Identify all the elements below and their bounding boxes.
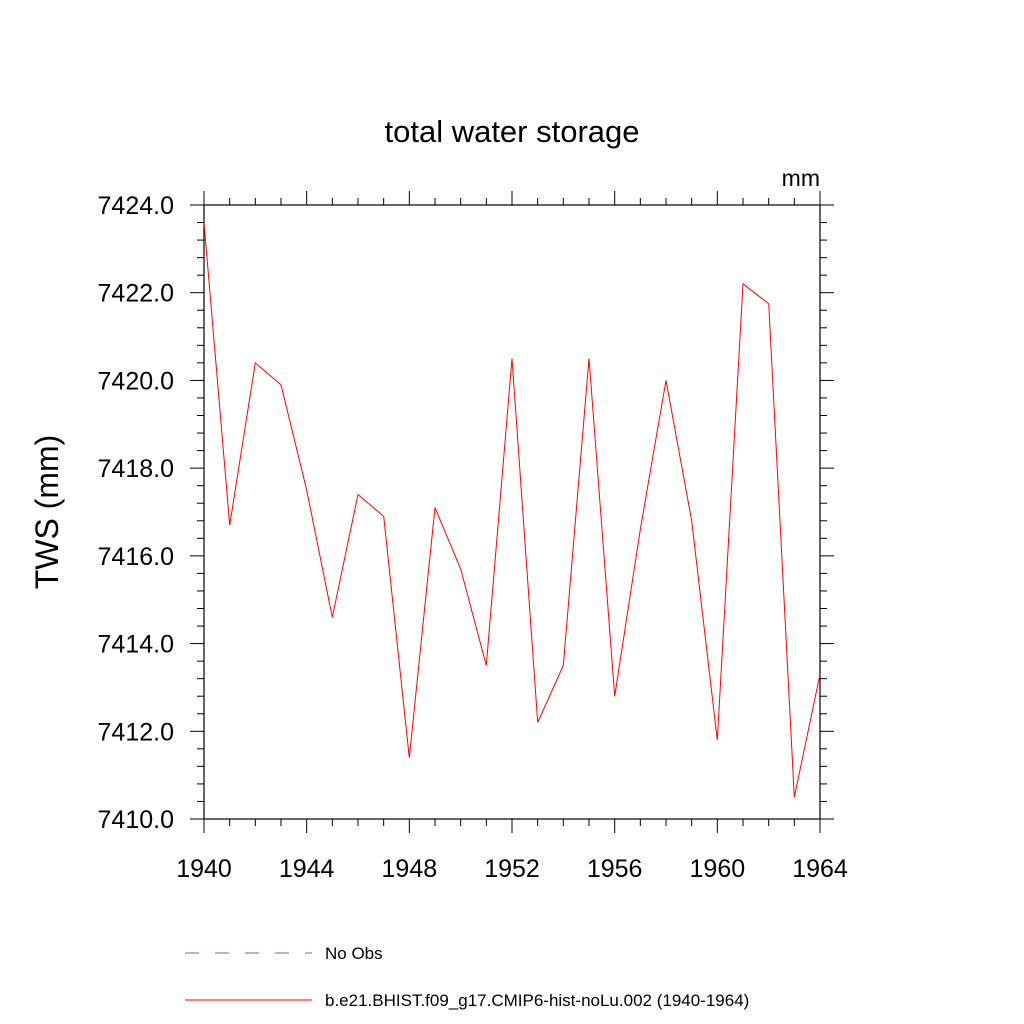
x-tick-label: 1964 [792,855,848,883]
legend-label: b.e21.BHIST.f09_g17.CMIP6-hist-noLu.002 … [325,991,749,1010]
x-tick-label: 1944 [279,855,335,883]
series-line [203,222,821,798]
x-tick-label: 1948 [382,855,438,883]
plot-frame [203,204,821,820]
legend: No Obs b.e21.BHIST.f09_g17.CMIP6-hist-noL… [185,944,749,1010]
y-tick-label: 7414.0 [98,631,174,659]
chart-title: total water storage [384,114,639,149]
axes: 1940 1944 1948 1952 1956 1960 1964 7410.0 7412.0… [98,191,848,883]
y-axis-label: TWS (mm) [29,435,65,590]
y-tick-label: 7416.0 [98,543,174,571]
x-tick-label: 1956 [587,855,643,883]
y-tick-label: 7412.0 [98,718,174,746]
series-layer [203,222,821,798]
x-tick-label: 1952 [484,855,540,883]
y-tick-label: 7424.0 [98,192,174,220]
x-tick-label: 1960 [690,855,746,883]
y-tick-label: 7418.0 [98,455,174,483]
y-tick-label: 7410.0 [98,806,174,834]
y-tick-label: 7422.0 [98,280,174,308]
x-tick-label: 1940 [176,855,232,883]
y-tick-label: 7420.0 [98,367,174,395]
units-label: mm [782,165,820,191]
legend-label: No Obs [325,944,383,963]
